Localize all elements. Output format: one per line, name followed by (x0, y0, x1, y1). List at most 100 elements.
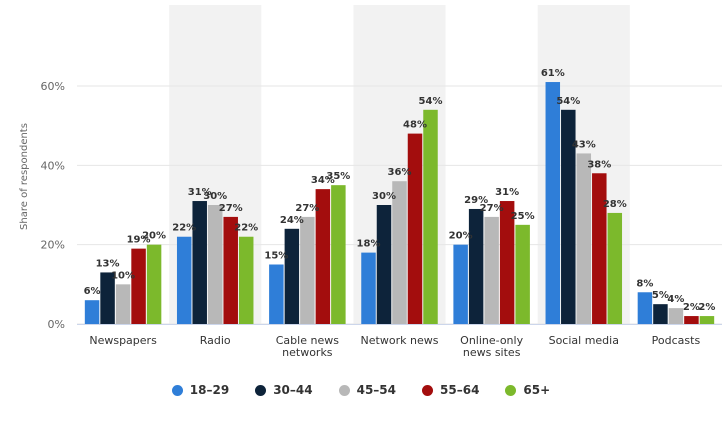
bar-55-64-2[interactable] (223, 216, 238, 324)
bar-45-54-2[interactable] (207, 205, 223, 324)
data-label: 34% (311, 175, 335, 186)
bar-45-54-3[interactable] (300, 216, 315, 324)
y-axis-title: Share of respondents (19, 123, 30, 230)
data-label: 24% (280, 215, 304, 226)
bar-18-29-5[interactable] (453, 244, 468, 324)
data-label: 30% (372, 191, 396, 202)
x-tick-label: Radio (200, 334, 231, 347)
bar-45-54-7[interactable] (668, 308, 684, 324)
data-label: 22% (172, 223, 196, 234)
data-label: 20% (142, 231, 166, 242)
data-label: 28% (603, 199, 627, 210)
data-label: 61% (541, 68, 565, 79)
legend-label: 45–54 (356, 383, 397, 397)
data-label: 19% (127, 235, 151, 246)
bar-55-64-7[interactable] (684, 316, 699, 324)
bar-18-29-3[interactable] (269, 264, 284, 325)
legend-item-55-64[interactable]: 55–64 (422, 383, 479, 397)
x-tick-label: Network news (361, 334, 439, 347)
bar-65+-7[interactable] (699, 316, 715, 324)
x-tick-label: Podcasts (652, 334, 701, 347)
bar-30-44-4[interactable] (376, 205, 392, 324)
data-label: 27% (219, 203, 243, 214)
legend: 18–29 30–44 45–54 55–64 65+ (0, 383, 722, 397)
bars (84, 82, 715, 325)
y-axis: 0% 20% 40% 60% Share of respondents (19, 80, 65, 331)
legend-label: 30–44 (273, 383, 313, 397)
x-tick-label: Newspapers (89, 334, 157, 347)
bar-45-54-1[interactable] (115, 284, 131, 324)
data-label: 30% (203, 191, 227, 202)
bar-65+-3[interactable] (331, 185, 346, 324)
bar-18-29-2[interactable] (176, 236, 192, 324)
bar-30-44-7[interactable] (653, 304, 668, 324)
bar-18-29-6[interactable] (545, 82, 561, 325)
data-label: 2% (683, 302, 700, 313)
data-label: 54% (556, 96, 580, 107)
bar-55-64-4[interactable] (407, 133, 423, 324)
legend-item-30-44[interactable]: 30–44 (255, 383, 313, 397)
legend-label: 65+ (523, 383, 551, 397)
data-label: 43% (572, 139, 596, 150)
data-label: 22% (234, 223, 258, 234)
y-tick-label: 20% (41, 239, 65, 252)
bar-65+-2[interactable] (238, 236, 254, 324)
legend-label: 55–64 (440, 383, 480, 397)
data-label: 20% (449, 231, 473, 242)
x-tick-label: Cable news networks (276, 334, 339, 359)
data-label: 4% (667, 294, 684, 305)
legend-marker-icon (505, 384, 517, 396)
data-label: 36% (388, 167, 412, 178)
data-label: 10% (111, 270, 135, 281)
data-label: 48% (403, 120, 427, 131)
data-label: 13% (96, 258, 120, 269)
legend-marker-icon (338, 384, 350, 396)
bar-65+-5[interactable] (515, 224, 530, 324)
data-label: 2% (698, 302, 715, 313)
data-label: 31% (188, 187, 212, 198)
bar-65+-6[interactable] (607, 212, 623, 324)
legend-item-65-plus[interactable]: 65+ (505, 383, 550, 397)
bar-55-64-6[interactable] (592, 173, 607, 324)
x-tick-label: Social media (549, 334, 619, 347)
bar-30-44-5[interactable] (468, 208, 484, 324)
legend-marker-icon (171, 384, 183, 396)
bar-65+-1[interactable] (146, 244, 162, 324)
data-label: 5% (652, 290, 669, 301)
data-label: 29% (464, 195, 488, 206)
bar-45-54-6[interactable] (576, 153, 592, 324)
data-label: 31% (495, 187, 519, 198)
legend-item-18-29[interactable]: 18–29 (171, 383, 230, 397)
bar-65+-4[interactable] (423, 109, 438, 324)
legend-marker-icon (255, 384, 267, 396)
bar-30-44-2[interactable] (192, 201, 207, 324)
bar-30-44-1[interactable] (100, 272, 115, 324)
bar-30-44-3[interactable] (284, 228, 300, 324)
data-label: 25% (511, 211, 535, 222)
y-tick-label: 0% (48, 318, 65, 331)
y-tick-label: 40% (41, 159, 65, 172)
bar-55-64-3[interactable] (315, 189, 331, 324)
bar-18-29-1[interactable] (84, 300, 100, 324)
bar-45-54-4[interactable] (392, 181, 407, 324)
bar-55-64-1[interactable] (131, 248, 146, 324)
data-labels: 6%13%10%19%20%22%31%30%27%22%15%24%27%34… (84, 68, 716, 313)
data-label: 18% (357, 239, 381, 250)
legend-marker-icon (422, 384, 434, 396)
data-label: 15% (264, 251, 288, 262)
bar-18-29-4[interactable] (361, 252, 376, 324)
x-axis: Newspapers Radio Cable news networks Network… (77, 324, 722, 359)
data-label: 35% (326, 171, 350, 182)
legend-label: 18–29 (189, 383, 230, 397)
legend-item-45-54[interactable]: 45–54 (338, 383, 397, 397)
data-label: 38% (587, 159, 611, 170)
bar-45-54-5[interactable] (484, 216, 499, 324)
data-label: 6% (84, 286, 101, 297)
y-tick-label: 60% (41, 80, 65, 93)
bar-18-29-7[interactable] (637, 292, 653, 324)
data-label: 8% (636, 278, 653, 289)
data-label: 27% (480, 203, 504, 214)
bar-55-64-5[interactable] (499, 201, 515, 324)
bar-30-44-6[interactable] (561, 109, 576, 324)
